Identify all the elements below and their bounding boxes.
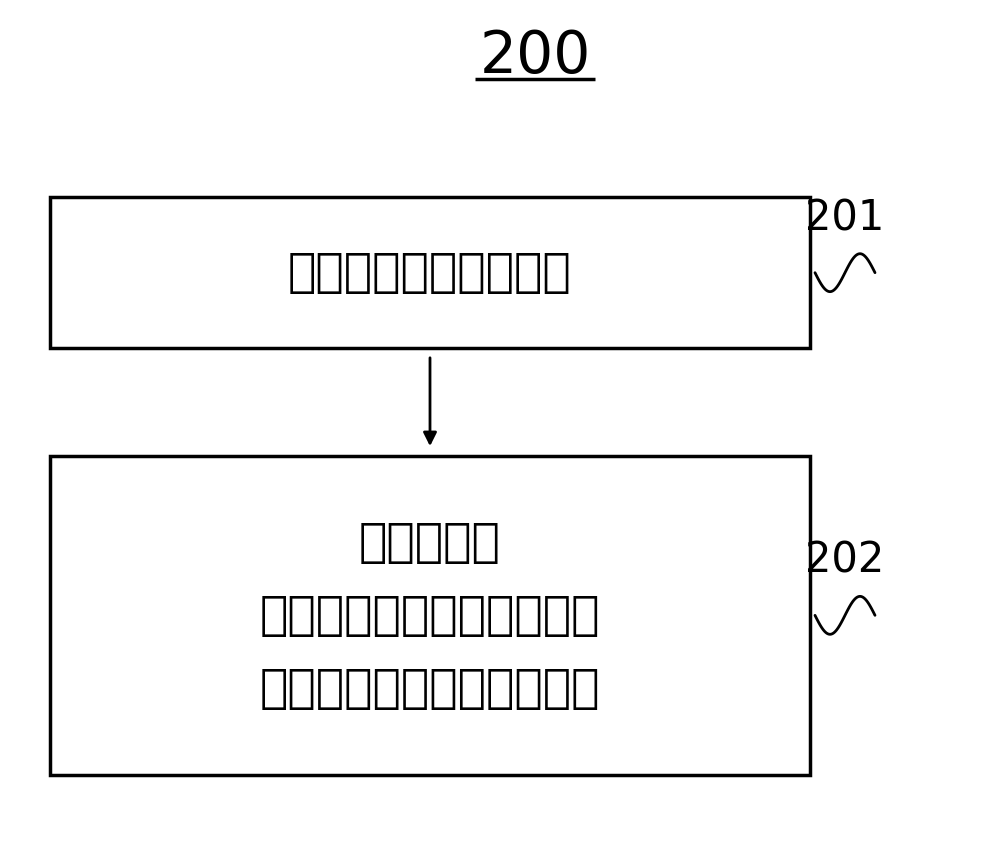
Text: 201: 201 <box>805 197 885 238</box>
Bar <box>50 456 810 775</box>
Text: 阶函数，确定出所述水蒸气: 阶函数，确定出所述水蒸气 <box>260 593 600 638</box>
Bar <box>50 198 810 349</box>
Text: 获取水蒸气的绝对压力: 获取水蒸气的绝对压力 <box>288 251 572 296</box>
Text: 的饱和温度: 的饱和温度 <box>359 520 501 565</box>
Text: 200: 200 <box>479 28 591 84</box>
Text: 202: 202 <box>805 539 885 581</box>
Text: 基于所述绝对压力，利用高: 基于所述绝对压力，利用高 <box>260 666 600 711</box>
